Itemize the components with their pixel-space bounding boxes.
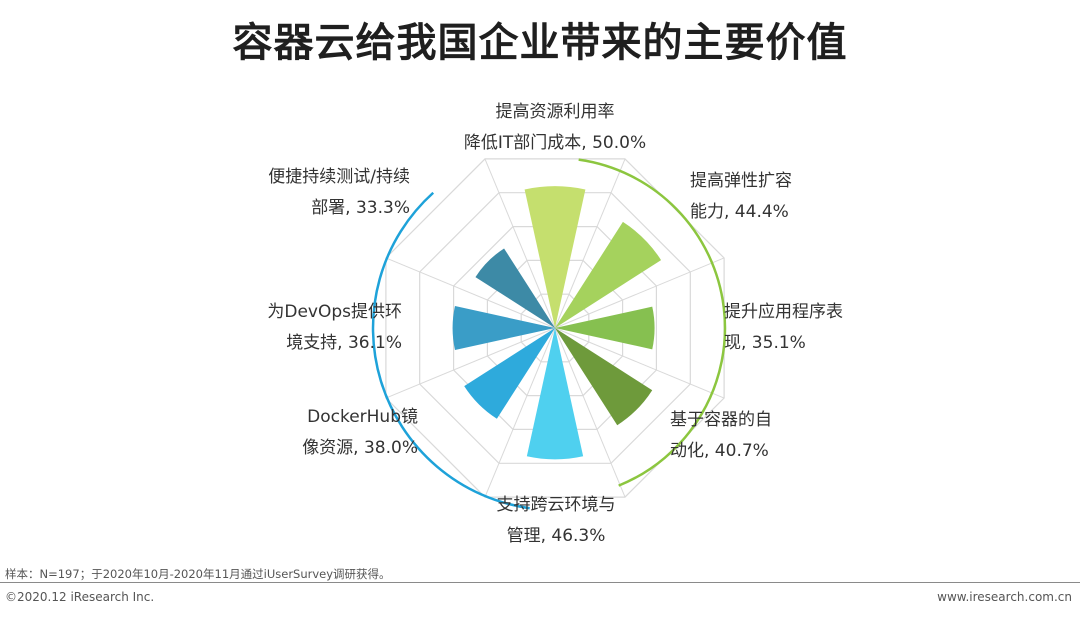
category-label-line1: 为DevOps提供环 — [267, 302, 402, 322]
wedge-2 — [555, 221, 662, 328]
category-label-5: 支持跨云环境与 管理, 46.3% — [456, 490, 656, 552]
category-label-line2: 现, 35.1% — [724, 333, 806, 353]
wedge-8 — [475, 248, 555, 328]
grid-spoke — [554, 327, 626, 498]
category-label-1: 提高资源利用率降低IT部门成本, 50.0% — [455, 97, 655, 159]
category-label-line2: 能力, 44.4% — [690, 202, 789, 222]
grid-spoke — [385, 327, 556, 399]
website-link[interactable]: www.iresearch.com.cn — [937, 590, 1072, 604]
footer-divider — [0, 582, 1080, 583]
category-label-line2: 管理, 46.3% — [506, 526, 606, 546]
category-label-6: DockerHub镜 像资源, 38.0% — [258, 402, 418, 464]
wedge-7 — [452, 306, 555, 350]
wedge-4 — [555, 328, 653, 426]
category-label-line2: 降低IT部门成本, 50.0% — [463, 133, 647, 153]
wedge-5 — [526, 328, 584, 460]
grid-spoke — [484, 158, 556, 329]
category-label-line2: 部署, 33.3% — [311, 198, 410, 218]
category-label-line1: 基于容器的自 — [670, 410, 772, 430]
wedge-6 — [464, 328, 555, 419]
category-label-line1: DockerHub镜 — [307, 407, 418, 427]
blue-value-arc — [371, 191, 530, 510]
category-label-line1: 提高资源利用率 — [495, 102, 615, 122]
category-label-line2: 动化, 40.7% — [670, 441, 769, 461]
copyright: ©2020.12 iResearch Inc. — [5, 590, 155, 604]
grid-spoke — [554, 158, 626, 329]
grid-spoke — [554, 327, 725, 399]
category-label-line1: 便捷持续测试/持续 — [268, 167, 410, 187]
category-label-line2: 像资源, 38.0% — [302, 438, 418, 458]
wedge-3 — [555, 306, 655, 350]
grid-spoke — [385, 257, 556, 329]
category-label-4: 基于容器的自 动化, 40.7% — [670, 405, 810, 467]
category-label-8: 便捷持续测试/持续部署, 33.3% — [230, 162, 410, 224]
category-label-2: 提高弹性扩容 能力, 44.4% — [690, 166, 830, 228]
green-value-arc — [578, 158, 727, 487]
sample-note: 样本：N=197；于2020年10月-2020年11月通过iUserSurvey… — [5, 567, 391, 581]
category-label-7: 为DevOps提供环境支持, 36.1% — [222, 297, 402, 359]
grid-spoke — [484, 327, 556, 498]
category-label-line1: 支持跨云环境与 — [496, 495, 616, 515]
category-label-3: 提升应用程序表 现, 35.1% — [724, 297, 864, 359]
grid-spoke — [554, 257, 725, 329]
category-label-line2: 境支持, 36.1% — [286, 333, 402, 353]
wedge-1 — [524, 186, 586, 328]
category-label-line1: 提高弹性扩容 — [690, 171, 792, 191]
chart-title: 容器云给我国企业带来的主要价值 — [232, 20, 848, 66]
category-label-line1: 提升应用程序表 — [724, 302, 843, 322]
